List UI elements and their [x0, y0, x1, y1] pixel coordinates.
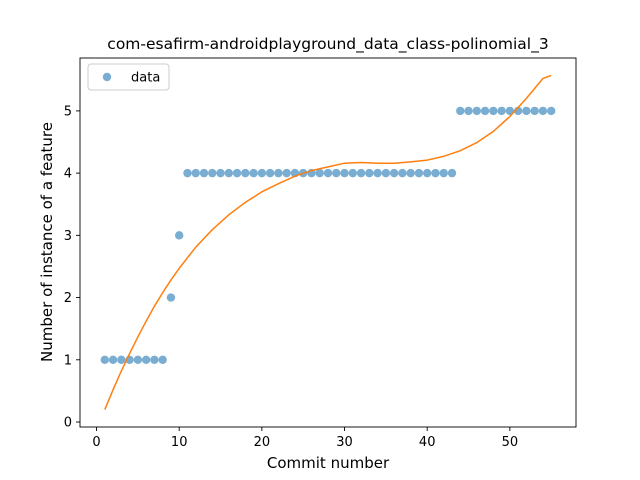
data-point — [472, 106, 481, 116]
legend-label: data — [131, 71, 160, 86]
data-point — [340, 168, 349, 178]
data-point — [464, 106, 473, 116]
data-point — [505, 106, 515, 116]
y-axis-title: Number of instance of a feature — [38, 122, 56, 362]
legend-box — [87, 63, 170, 91]
y-tick-label: 4 — [64, 167, 72, 182]
y-tick-label: 3 — [64, 229, 72, 244]
x-tick-label: 10 — [171, 435, 188, 450]
data-point — [108, 355, 118, 364]
chart-title: com-esafirm-androidplayground_data_class… — [107, 35, 548, 54]
data-point — [199, 168, 209, 178]
data-point — [373, 168, 382, 178]
data-point — [547, 106, 556, 116]
y-tick-label: 5 — [64, 104, 72, 119]
data-point — [166, 293, 176, 302]
data-point — [530, 106, 539, 116]
data-point — [538, 106, 548, 116]
data-point — [150, 355, 159, 364]
data-point — [356, 168, 366, 178]
data-point — [323, 168, 333, 178]
x-tick-label: 20 — [254, 435, 271, 450]
data-point — [216, 168, 225, 178]
legend: data — [87, 63, 170, 91]
data-point — [423, 168, 432, 178]
data-point — [389, 168, 399, 178]
x-tick-label: 30 — [336, 435, 353, 450]
x-tick-label: 50 — [502, 435, 519, 450]
x-axis-title: Commit number — [267, 454, 390, 472]
data-point — [348, 168, 357, 178]
plot-area: 0 10 20 30 40 50 0 1 2 3 4 5 data — [64, 57, 577, 450]
data-point — [241, 168, 250, 178]
data-point — [431, 168, 440, 178]
data-point — [232, 168, 242, 178]
data-point — [489, 106, 498, 116]
data-point — [381, 168, 391, 178]
data-point — [522, 106, 531, 116]
data-point — [175, 231, 184, 240]
data-point — [208, 168, 217, 178]
data-point — [191, 168, 200, 178]
data-point — [141, 355, 151, 364]
data-point — [480, 106, 490, 116]
data-point — [398, 168, 407, 178]
data-point — [332, 168, 341, 178]
data-point — [456, 106, 465, 116]
data-point — [224, 168, 233, 178]
data-point — [257, 168, 267, 178]
legend-marker — [102, 72, 112, 82]
data-point — [315, 168, 324, 178]
x-tick-label: 40 — [419, 435, 436, 450]
y-tick-label: 2 — [64, 291, 72, 306]
fit-line — [104, 74, 552, 410]
data-point — [406, 168, 415, 178]
data-point — [265, 168, 275, 178]
y-tick-label: 1 — [64, 353, 72, 368]
data-point — [133, 355, 143, 364]
data-point — [158, 355, 167, 364]
data-point — [497, 106, 506, 116]
data-point — [447, 168, 457, 178]
data-point — [282, 168, 291, 178]
axes-frame — [79, 57, 577, 428]
data-point — [183, 168, 192, 178]
data-point — [414, 168, 424, 178]
y-tick-label: 0 — [64, 416, 72, 431]
data-point — [365, 168, 374, 178]
data-point — [117, 355, 126, 364]
data-point — [100, 355, 110, 364]
data-point — [274, 168, 283, 178]
data-point — [439, 168, 448, 178]
x-tick-label: 0 — [92, 435, 100, 450]
data-point — [249, 168, 258, 178]
